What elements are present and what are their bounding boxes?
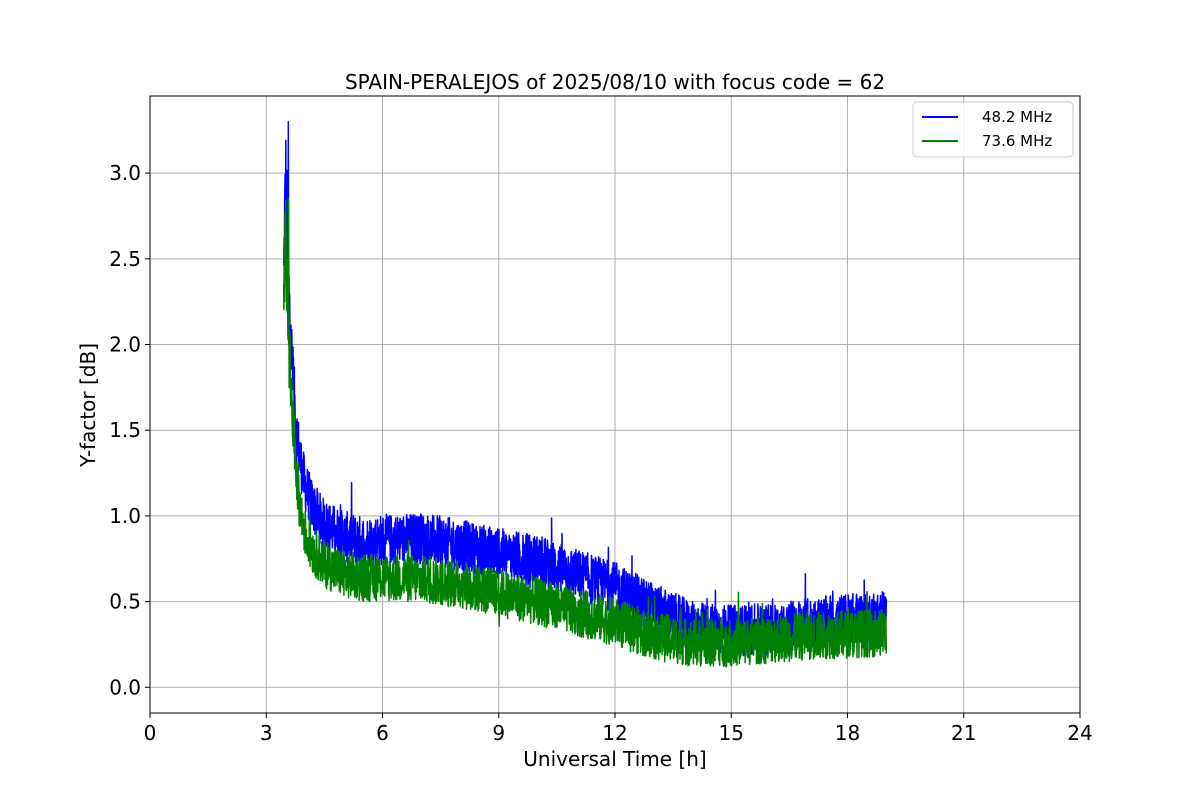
legend-label-48-2: 48.2 MHz [982, 108, 1052, 126]
x-axis-label: Universal Time [h] [523, 747, 706, 771]
chart-title: SPAIN-PERALEJOS of 2025/08/10 with focus… [345, 70, 885, 94]
y-tick-label: 3.0 [109, 161, 141, 185]
series-layer [282, 120, 888, 668]
legend: 48.2 MHz 73.6 MHz [912, 101, 1074, 158]
x-tick-label: 12 [602, 721, 627, 745]
x-tick-label: 6 [376, 721, 389, 745]
x-tick-label: 9 [492, 721, 505, 745]
y-tick-label: 1.5 [109, 418, 141, 442]
legend-box [912, 101, 1074, 158]
y-axis-label: Y-factor [dB] [76, 343, 100, 468]
legend-label-73-6: 73.6 MHz [982, 132, 1052, 150]
x-tick-label: 18 [835, 721, 860, 745]
y-tick-label: 2.0 [109, 333, 141, 357]
y-axis: 0.0 0.5 1.0 1.5 2.0 2.5 3.0 [109, 161, 150, 699]
y-tick-label: 0.0 [109, 675, 141, 699]
y-tick-label: 1.0 [109, 504, 141, 528]
x-tick-label: 3 [260, 721, 273, 745]
x-tick-label: 21 [951, 721, 976, 745]
x-axis: 0 3 6 9 12 15 18 21 24 [144, 713, 1093, 745]
series-line-73-6-mhz [282, 198, 888, 668]
x-tick-label: 24 [1067, 721, 1092, 745]
y-tick-label: 0.5 [109, 590, 141, 614]
y-tick-label: 2.5 [109, 247, 141, 271]
x-tick-label: 15 [719, 721, 744, 745]
x-tick-label: 0 [144, 721, 157, 745]
